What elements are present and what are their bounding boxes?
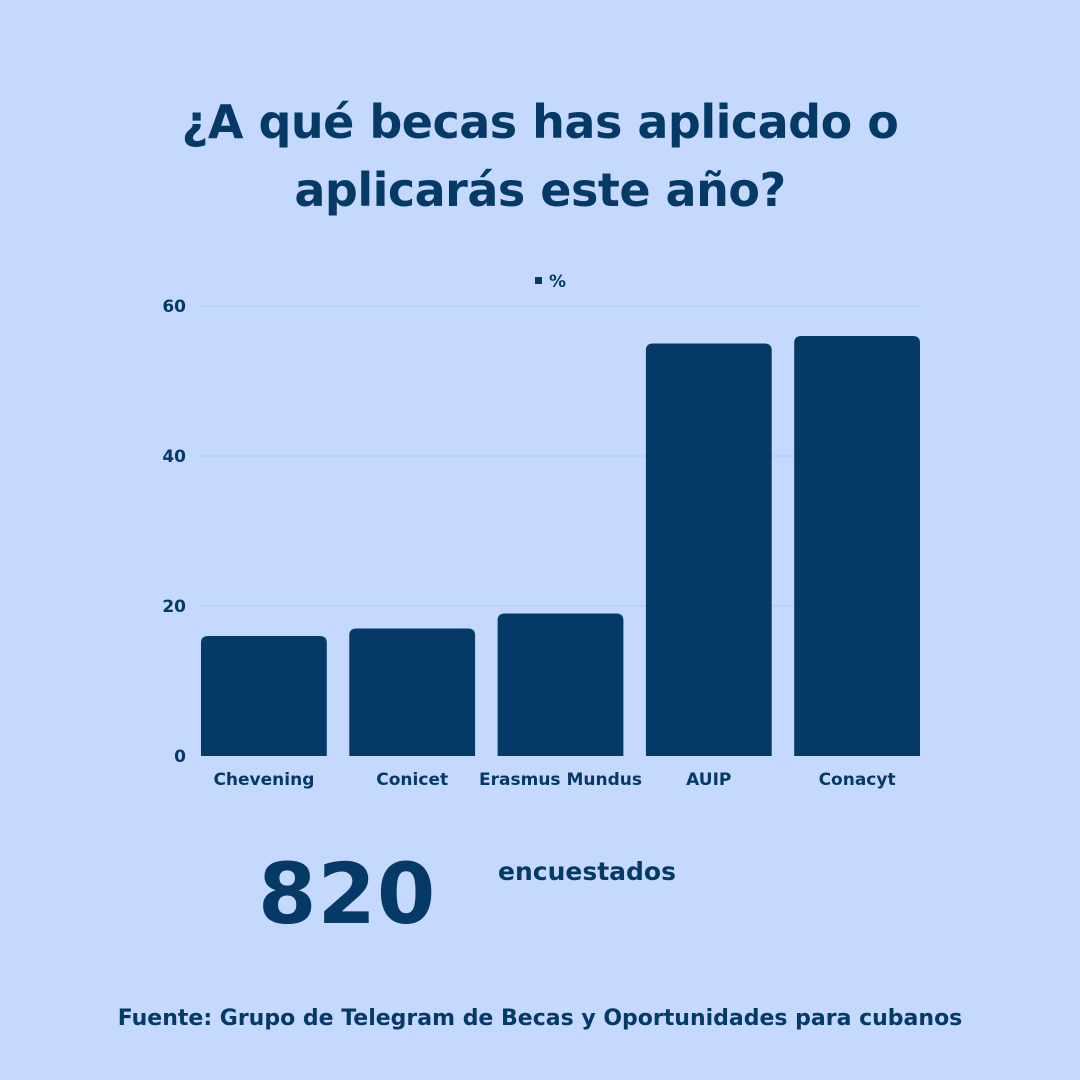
x-tick-label: Chevening	[213, 770, 314, 790]
source-note: Fuente: Grupo de Telegram de Becas y Opo…	[117, 1006, 963, 1031]
x-tick-label: AUIP	[686, 770, 731, 790]
bar-auip	[645, 343, 772, 756]
bar-chevening	[201, 636, 327, 756]
bars	[201, 336, 920, 756]
bar-conicet	[349, 628, 476, 756]
chart-title-line-1: ¿A qué becas has aplicado o	[181, 95, 899, 149]
respondent-label: encuestados	[498, 857, 676, 886]
x-tick-label: Erasmus Mundus	[479, 770, 642, 790]
y-tick-label: 20	[162, 597, 186, 617]
y-tick-label: 60	[162, 297, 186, 317]
x-tick-label: Conacyt	[819, 770, 896, 790]
bar-chart: % 0 20 40 60 Chevening Conicet Erasmus Mundus…	[162, 272, 920, 790]
legend-label: %	[549, 272, 566, 292]
legend-swatch	[535, 277, 542, 284]
chart-title-line-2: aplicarás este año?	[294, 163, 786, 217]
x-axis: Chevening Conicet Erasmus Mundus AUIP Conacy…	[213, 770, 895, 790]
chart-legend: %	[535, 272, 566, 292]
x-tick-label: Conicet	[376, 770, 448, 790]
y-tick-label: 40	[162, 447, 186, 467]
chart-title: ¿A qué becas has aplicado o aplicarás es…	[0, 88, 1080, 224]
bar-conacyt	[794, 336, 920, 756]
respondent-count: 820	[258, 845, 437, 943]
y-axis: 0 20 40 60	[162, 297, 186, 767]
bar-erasmus-mundus	[497, 613, 624, 756]
y-tick-label: 0	[174, 747, 186, 767]
